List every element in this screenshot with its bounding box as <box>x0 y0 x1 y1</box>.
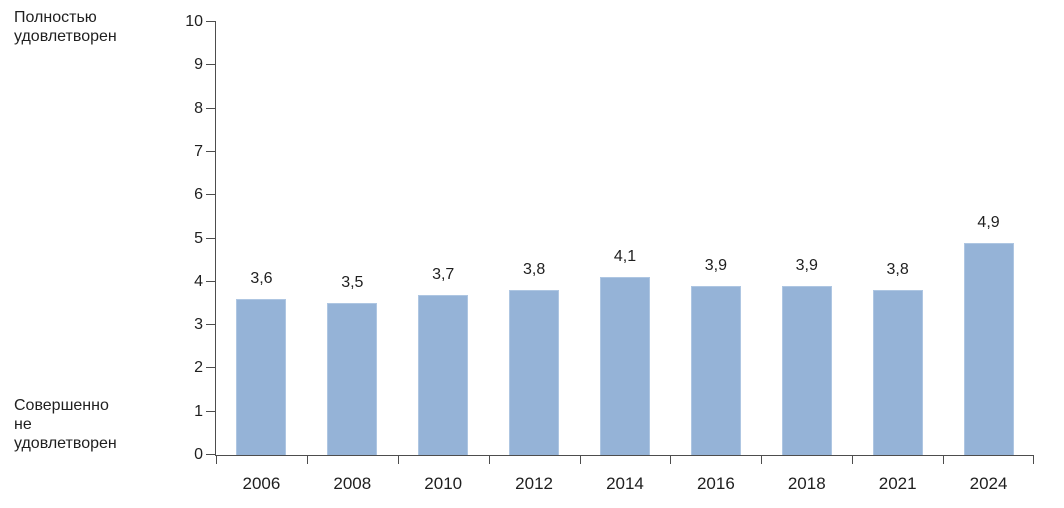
bar-2024 <box>963 242 1014 455</box>
bar-2016 <box>690 286 741 455</box>
x-axis-tick <box>761 456 763 464</box>
bar-value-label: 3,9 <box>704 257 727 275</box>
y-axis-tick-label: 0 <box>194 446 203 463</box>
bar-value-label: 3,7 <box>432 265 455 283</box>
y-axis-tick <box>206 64 216 66</box>
x-axis-tick <box>670 456 672 464</box>
bar-value-label: 3,9 <box>795 257 818 275</box>
bar-2012 <box>509 290 560 455</box>
bar-2021 <box>872 290 923 455</box>
y-axis-tick-label: 8 <box>194 99 203 117</box>
y-axis-tick <box>206 280 216 282</box>
x-axis-tick <box>1033 456 1034 464</box>
bar-2014 <box>600 277 650 455</box>
y-axis-tick <box>206 107 216 109</box>
x-axis-tick <box>488 456 490 464</box>
y-axis-tick-label: 7 <box>194 142 203 160</box>
y-axis-tick-label: 9 <box>194 56 203 74</box>
y-axis-tick-label: 10 <box>185 13 203 30</box>
x-axis-tick <box>852 456 854 464</box>
y-axis-tick-label: 5 <box>194 229 203 247</box>
bar-value-label: 3,8 <box>522 261 546 279</box>
x-axis-tick <box>943 456 945 464</box>
x-category-label: 2008 <box>333 474 372 493</box>
x-category-label: 2021 <box>878 474 917 493</box>
x-category-label: 2024 <box>969 474 1008 493</box>
bar-value-label: 3,5 <box>341 274 364 292</box>
x-category-label: 2012 <box>515 474 553 493</box>
y-axis-tick-label: 2 <box>194 359 203 377</box>
x-axis-tick <box>216 456 217 464</box>
y-axis-tick-label: 1 <box>194 402 203 420</box>
y-axis-tick <box>206 237 216 239</box>
bar-2006 <box>236 299 287 455</box>
y-axis-tick <box>206 454 216 455</box>
x-axis-tick <box>579 456 581 464</box>
x-category-label: 2006 <box>242 474 281 493</box>
y-axis-tick-label: 6 <box>194 186 203 204</box>
x-category-label: 2010 <box>424 474 463 493</box>
x-category-label: 2014 <box>606 474 644 493</box>
bar-value-label: 4,9 <box>977 213 1000 231</box>
y-axis-tick <box>206 367 216 369</box>
bar-2018 <box>781 286 832 455</box>
bar-value-label: 4,1 <box>613 248 637 266</box>
bar-value-label: 3,6 <box>250 270 273 288</box>
y-axis-top-label: Полностью удовлетворен <box>14 9 117 45</box>
bar-2010 <box>418 294 469 455</box>
y-axis-tick-label: 3 <box>194 316 203 334</box>
x-axis-tick <box>397 456 399 464</box>
y-axis-tick-label: 4 <box>194 272 203 290</box>
y-axis-tick <box>206 150 216 152</box>
bar-value-label: 3,8 <box>886 261 909 279</box>
y-axis-tick <box>206 324 216 326</box>
x-category-label: 2016 <box>696 474 735 493</box>
x-category-label: 2018 <box>787 474 826 493</box>
y-axis-bottom-label: Совершенно не удовлетворен <box>14 397 117 452</box>
y-axis-tick <box>206 410 216 412</box>
x-axis-tick <box>306 456 308 464</box>
plot-area: 0 1 2 3 4 5 6 7 8 9 10 3,6 2006 3,5 2008 3,7 2010 3,8 2012… <box>185 14 1034 493</box>
y-axis-tick <box>206 194 216 196</box>
y-axis-tick <box>206 21 216 22</box>
bar-2008 <box>327 303 378 455</box>
